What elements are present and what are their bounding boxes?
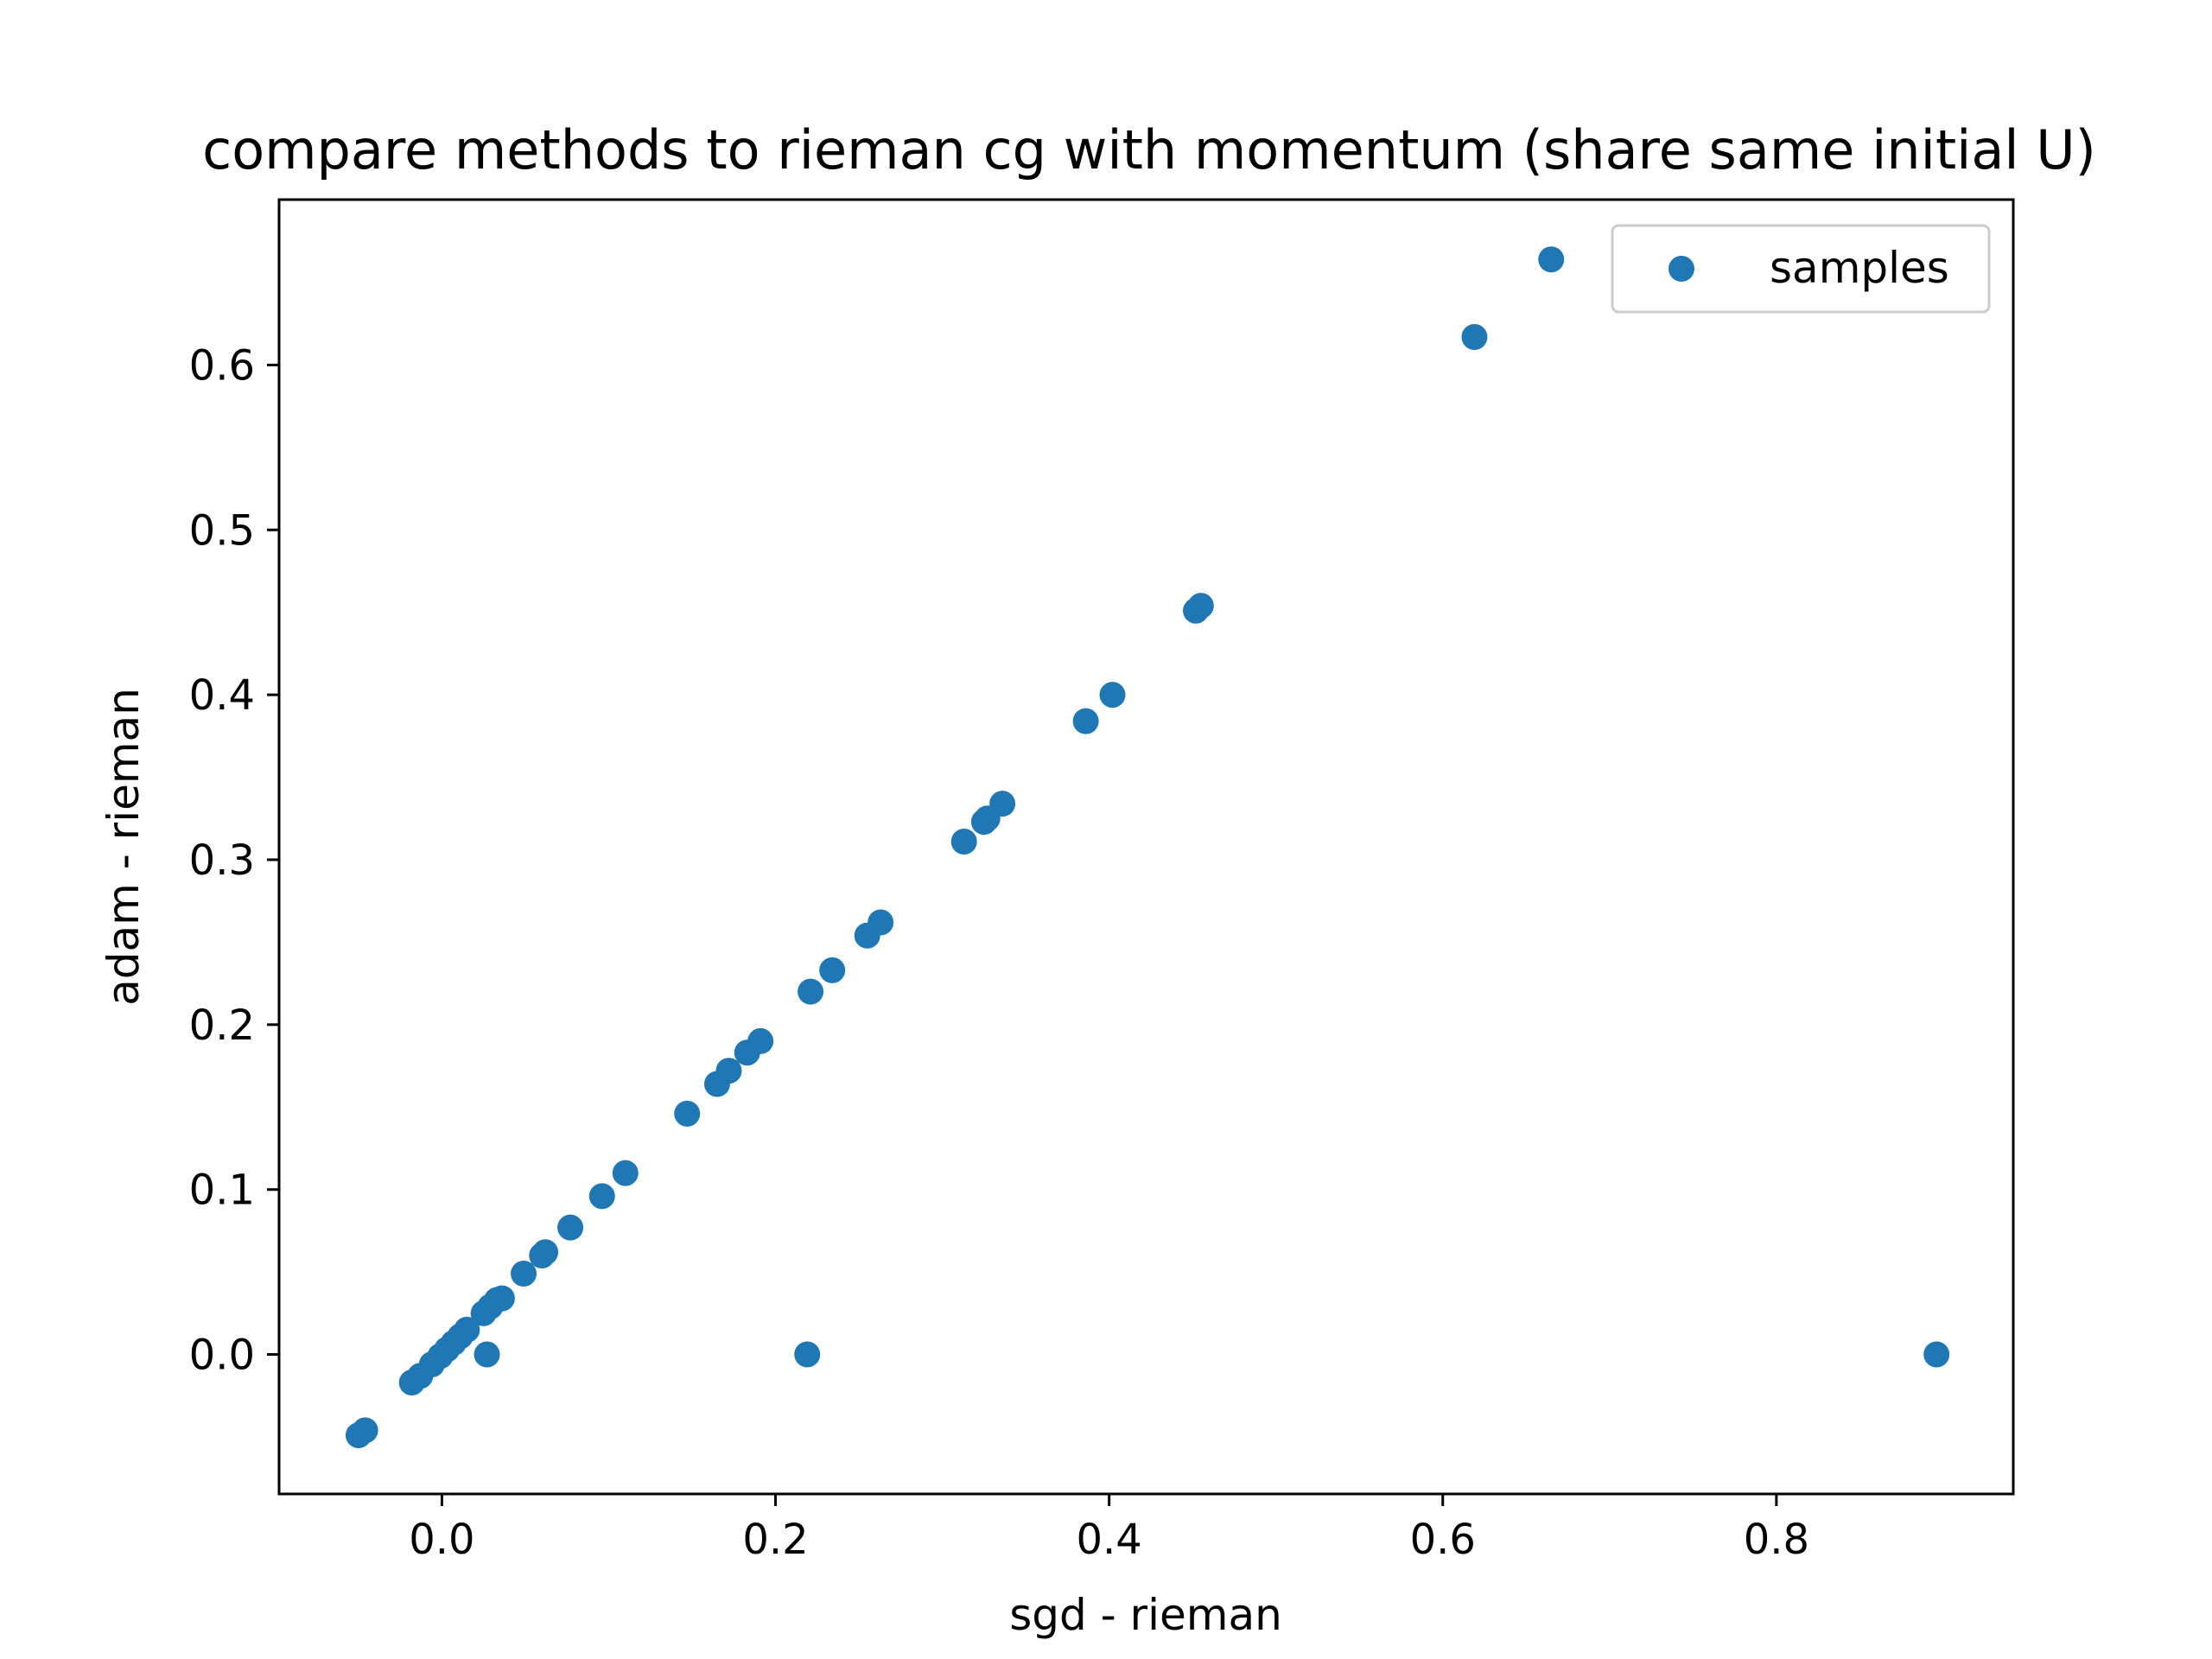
data-point [674,1100,701,1127]
x-tick-label: 0.4 [1076,1516,1141,1564]
y-tick-label: 0.2 [189,1001,255,1050]
data-point [454,1316,480,1343]
y-axis: 0.0 0.1 0.2 0.3 0.4 0.5 0.6 [189,341,279,1380]
legend: samples [1611,224,1991,314]
y-tick-label: 0.3 [189,836,255,885]
data-point [612,1160,639,1186]
x-axis: 0.0 0.2 0.4 0.6 0.8 [409,1494,1809,1564]
data-point [989,791,1016,817]
data-point [1072,708,1099,734]
data-point [715,1058,742,1084]
data-point [557,1214,584,1241]
data-point [511,1261,537,1287]
data-point [474,1341,500,1368]
legend-box [1611,224,1991,314]
data-point [532,1239,559,1266]
chart-title: compare methods to rieman cg with moment… [202,118,2096,181]
y-tick-label: 0.0 [189,1332,255,1380]
legend-label-samples: samples [1770,243,1949,293]
data-point [1461,323,1488,350]
data-point [794,1341,821,1368]
x-tick-label: 0.0 [409,1516,474,1564]
data-point [868,909,894,936]
data-point [588,1183,615,1210]
y-tick-label: 0.5 [189,506,255,555]
data-point [950,828,977,855]
y-tick-label: 0.4 [189,671,255,720]
x-tick-label: 0.6 [1410,1516,1476,1564]
data-point [747,1027,774,1054]
data-point [488,1285,515,1312]
data-point [1099,682,1126,709]
plot-area [279,200,2013,1494]
x-axis-label: sgd - rieman [1009,1590,1282,1640]
data-point [798,978,824,1005]
legend-marker [1669,256,1694,282]
data-point [1538,246,1565,273]
plot-frame [277,198,2015,1496]
data-point [1923,1341,1950,1368]
x-tick-label: 0.2 [742,1516,808,1564]
data-points [345,246,1950,1449]
data-point [352,1417,378,1444]
x-tick-label: 0.8 [1744,1516,1809,1564]
y-tick-label: 0.1 [189,1166,255,1215]
data-point [819,957,846,983]
y-axis-label: adam - rieman [99,688,149,1006]
data-point [1187,593,1214,620]
y-tick-label: 0.6 [189,341,255,390]
